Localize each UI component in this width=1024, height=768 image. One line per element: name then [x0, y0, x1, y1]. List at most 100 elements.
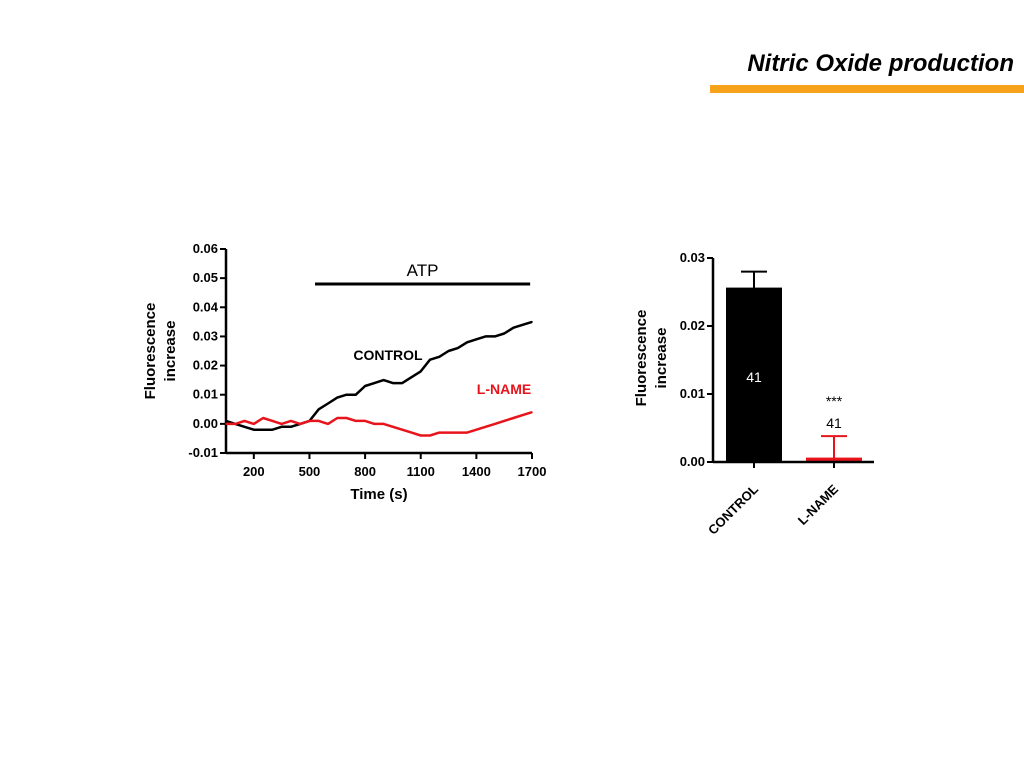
lname-data-point — [401, 428, 403, 431]
summary-bar-chart: CONTROL L-NAME 0.00 0.01 0.02 0.03 Fluorescenc… — [633, 250, 874, 538]
control-data-point — [466, 341, 468, 344]
lname-data-point — [531, 411, 533, 414]
title-accent-bar — [710, 85, 1024, 93]
control-data-point — [271, 428, 274, 431]
y-axis-title-line: increase — [653, 328, 670, 389]
lname-data-point — [475, 428, 478, 431]
lname-data-point — [262, 417, 264, 419]
control-series-label: CONTROL — [353, 347, 423, 363]
control-data-point — [225, 420, 227, 422]
y-tick-label: 0.04 — [193, 299, 219, 314]
significance-marker: *** — [826, 393, 843, 409]
x-tick-label: CONTROL — [705, 481, 761, 537]
y-tick-label: 0.00 — [680, 454, 705, 469]
control-data-point — [336, 396, 339, 399]
lname-data-point — [234, 423, 237, 425]
y-tick-label: 0.03 — [193, 328, 218, 343]
x-tick-label: 1700 — [518, 464, 547, 479]
lname-data-point — [271, 420, 274, 422]
control-data-point — [373, 382, 376, 384]
lname-data-point — [336, 417, 339, 419]
control-data-point — [521, 323, 524, 326]
control-data-point — [429, 358, 431, 361]
bar-control — [726, 287, 782, 463]
y-tick-label: 0.05 — [193, 270, 218, 285]
control-data-point — [484, 335, 487, 338]
control-data-point — [438, 356, 441, 358]
y-tick-label: 0.02 — [193, 358, 218, 373]
control-data-point — [290, 425, 292, 428]
control-data-point — [382, 379, 385, 381]
control-data-point — [410, 376, 413, 379]
lname-data-point — [484, 425, 487, 428]
control-data-point — [512, 326, 515, 329]
lname-data-point — [253, 423, 255, 425]
control-data-point — [494, 335, 496, 338]
control-data-point — [243, 425, 246, 428]
x-tick-label: 1100 — [407, 464, 435, 479]
y-axis-title-line: increase — [162, 321, 179, 382]
x-tick-label: L-NAME — [795, 481, 842, 528]
x-tick-label: 800 — [354, 464, 376, 479]
control-data-point — [447, 350, 450, 352]
y-tick-label: 0.02 — [680, 318, 705, 333]
lname-data-point — [392, 425, 394, 428]
y-axis-title-line: Fluorescence — [633, 310, 650, 407]
y-tick-label: 0.00 — [193, 416, 218, 431]
atp-label: ATP — [407, 261, 439, 280]
lname-data-point — [280, 423, 283, 425]
control-data-point — [364, 385, 366, 387]
lname-data-point — [345, 417, 348, 419]
lname-data-point — [457, 431, 459, 434]
lname-data-point — [355, 420, 357, 422]
control-data-point — [503, 332, 505, 335]
lname-data-point — [447, 431, 450, 434]
lname-data-point — [438, 431, 441, 434]
control-data-point — [355, 393, 357, 396]
control-series-line — [225, 320, 533, 431]
lname-data-point — [466, 431, 468, 434]
y-axis-title: Fluorescence increase — [142, 303, 179, 400]
control-data-point — [475, 338, 478, 341]
lname-data-point — [243, 420, 246, 422]
control-data-point — [280, 425, 283, 428]
n-label-lname: 41 — [826, 415, 842, 431]
time-course-line-chart: -0.01 0.00 0.01 0.02 0.03 0.04 0.05 0.06 200 500 8… — [142, 241, 546, 503]
page-title: Nitric Oxide production — [747, 50, 1014, 77]
y-tick-label: 0.01 — [680, 386, 705, 401]
lname-data-point — [373, 423, 376, 425]
x-tick-label: 200 — [243, 464, 265, 479]
lname-data-point — [225, 423, 227, 425]
lname-data-point — [364, 420, 366, 422]
y-tick-label: 0.03 — [680, 250, 705, 265]
lname-data-point — [512, 417, 515, 419]
lname-data-point — [317, 420, 320, 422]
y-axis-title-line: Fluorescence — [142, 303, 159, 400]
y-tick-label: -0.01 — [188, 445, 218, 460]
lname-series-label: L-NAME — [477, 381, 531, 397]
control-data-point — [327, 402, 329, 405]
control-data-point — [531, 321, 533, 323]
x-tick-label: 500 — [299, 464, 321, 479]
control-data-point — [401, 382, 403, 384]
control-data-point — [419, 370, 422, 373]
control-data-point — [262, 428, 264, 431]
control-data-point — [253, 428, 255, 431]
lname-data-point — [299, 423, 301, 425]
control-data-point — [392, 382, 394, 384]
y-tick-label: 0.06 — [193, 241, 218, 256]
lname-series-line — [226, 411, 533, 437]
lname-data-point — [327, 423, 329, 425]
lname-data-point — [503, 420, 505, 422]
lname-data-point — [410, 431, 413, 434]
n-label-control: 41 — [746, 369, 762, 385]
control-data-point — [317, 408, 320, 411]
y-tick-label: 0.01 — [193, 387, 218, 402]
lname-data-point — [419, 434, 422, 437]
control-data-point — [345, 393, 348, 396]
control-data-point — [457, 347, 459, 349]
lname-data-point — [521, 414, 524, 416]
y-axis-title: Fluorescence increase — [633, 310, 670, 407]
lname-data-point — [429, 434, 431, 437]
